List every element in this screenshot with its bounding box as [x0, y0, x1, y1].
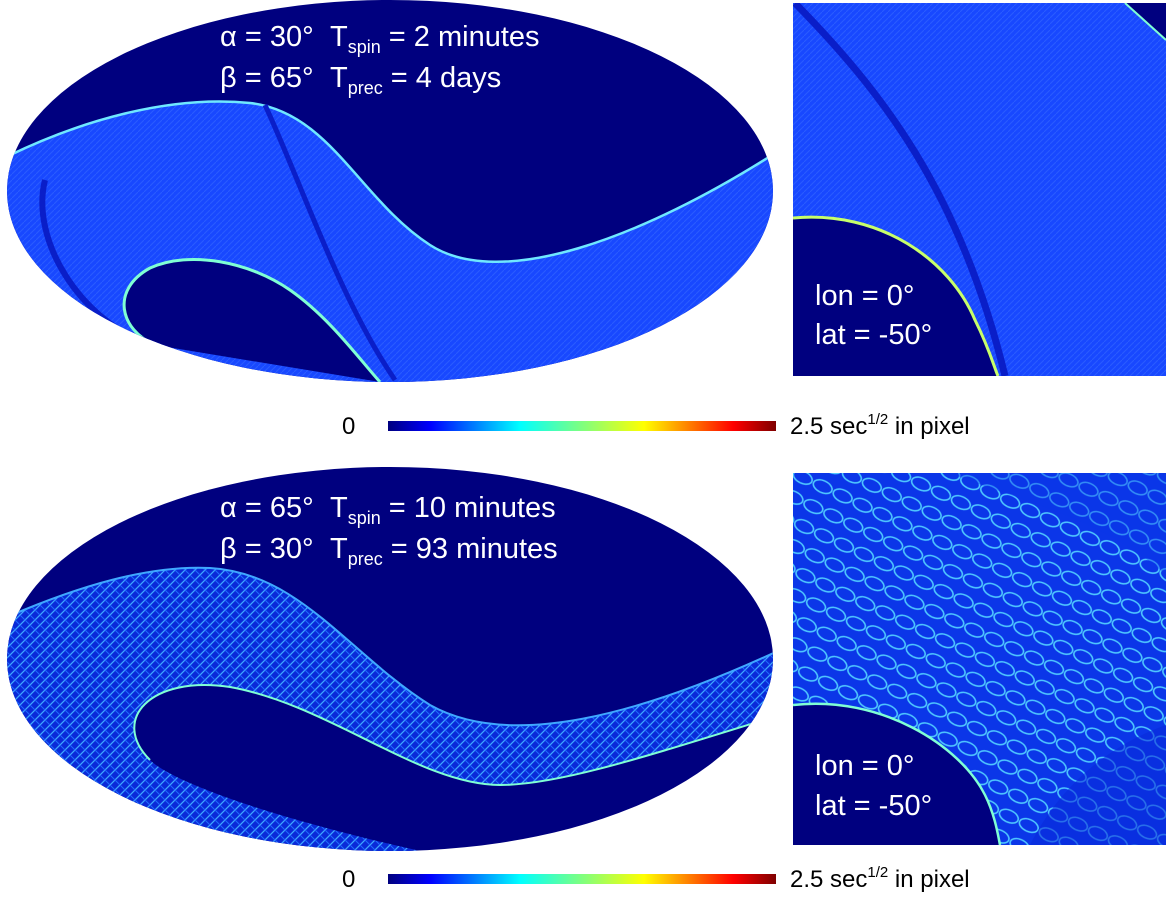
- zoom-lat-label: lat = -50°: [815, 790, 932, 822]
- panel-bottom: α = 65° β = 30° Tspin = 10 minutes Tprec…: [0, 455, 1168, 910]
- panel-bottom-figure: α = 65° β = 30° Tspin = 10 minutes Tprec…: [7, 467, 1166, 893]
- t-prec-label: Tprec = 4 days: [330, 62, 501, 98]
- zoom-lon-label: lon = 0°: [815, 280, 914, 312]
- t-spin-label: Tspin = 2 minutes: [330, 21, 540, 57]
- band-hole: [124, 259, 600, 382]
- zoom-lower-shade: [1030, 725, 1166, 845]
- alpha-label: α = 65°: [220, 492, 314, 524]
- zoom-top-shade: [793, 473, 1166, 575]
- colorbar-bottom: 0 2.5 sec1/2 in pixel: [342, 864, 970, 893]
- band-hole-edge: [122, 257, 382, 382]
- zoom-panel-top: lon = 0° lat = -50°: [793, 3, 1166, 376]
- colorbar-min-label: 0: [342, 866, 355, 893]
- colorbar-top: 0 2.5 sec1/2 in pixel: [342, 411, 970, 440]
- colorbar-max-label: 2.5 sec1/2 in pixel: [790, 864, 970, 893]
- sky-map-top: [7, 0, 773, 382]
- zoom-lon-label: lon = 0°: [815, 750, 914, 782]
- band-stripe: [262, 103, 398, 382]
- zoom-hole-edge: [793, 215, 1000, 376]
- colorbar-gradient: [388, 874, 776, 884]
- zoom-lat-label: lat = -50°: [815, 319, 932, 351]
- band-upper-edge: [7, 566, 773, 727]
- band-lower-edge: [133, 684, 773, 787]
- zoom-panel-bottom: lon = 0° lat = -50°: [793, 473, 1166, 845]
- band-upper-edge: [7, 100, 773, 264]
- beta-label: β = 30°: [220, 533, 314, 565]
- zoom-stripe: [793, 3, 1009, 376]
- colorbar-min-label: 0: [342, 413, 355, 440]
- colorbar-gradient: [388, 421, 776, 431]
- zoom-hole: [793, 217, 998, 376]
- t-prec-label: Tprec = 93 minutes: [330, 533, 558, 569]
- panel-top: α = 30° β = 65° Tspin = 2 minutes Tprec …: [7, 0, 1166, 440]
- scan-band: [7, 567, 773, 851]
- panel-top-figure: α = 30° β = 65° Tspin = 2 minutes Tprec …: [7, 0, 1166, 440]
- beta-label: β = 65°: [220, 62, 314, 94]
- zoom-corner-edge: [1124, 3, 1166, 41]
- colorbar-max-label: 2.5 sec1/2 in pixel: [790, 411, 970, 440]
- sky-map-bottom: [7, 467, 773, 851]
- t-spin-label: Tspin = 10 minutes: [330, 492, 556, 528]
- zoom-hole-edge: [793, 702, 1002, 845]
- zoom-hole: [793, 703, 1000, 845]
- alpha-label: α = 30°: [220, 21, 314, 53]
